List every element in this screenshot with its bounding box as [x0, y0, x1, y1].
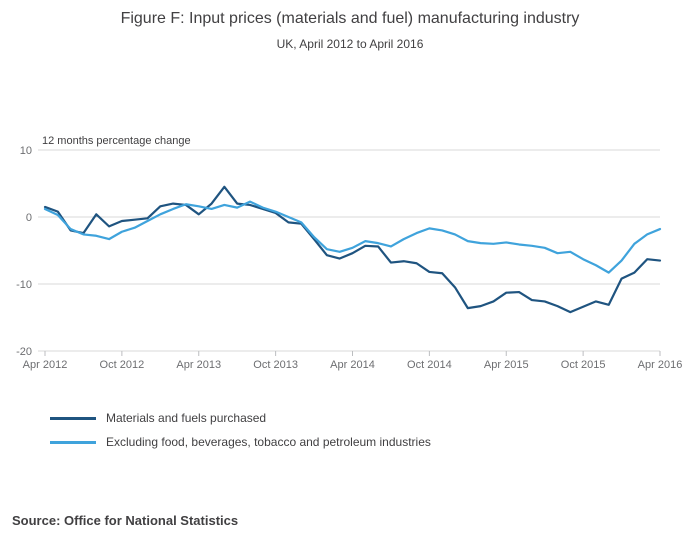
- legend-item-materials: Materials and fuels purchased: [50, 406, 431, 430]
- y-axis-unit-label: 12 months percentage change: [42, 135, 191, 147]
- svg-text:Apr 2014: Apr 2014: [330, 359, 375, 371]
- svg-text:Oct 2012: Oct 2012: [100, 359, 145, 371]
- svg-text:Apr 2012: Apr 2012: [23, 359, 68, 371]
- legend: Materials and fuels purchased Excluding …: [50, 406, 431, 454]
- chart-title: Figure F: Input prices (materials and fu…: [120, 10, 580, 27]
- legend-swatch-materials: [50, 416, 96, 420]
- svg-text:-10: -10: [16, 279, 32, 291]
- svg-text:10: 10: [20, 145, 32, 157]
- chart-subtitle: UK, April 2012 to April 2016: [276, 37, 424, 51]
- legend-swatch-excluding: [50, 440, 96, 444]
- source-note: Source: Office for National Statistics: [12, 513, 239, 528]
- svg-text:-20: -20: [16, 346, 32, 358]
- svg-text:Apr 2016: Apr 2016: [638, 359, 683, 371]
- svg-text:Oct 2014: Oct 2014: [407, 359, 452, 371]
- svg-text:Apr 2013: Apr 2013: [176, 359, 221, 371]
- legend-label-excluding: Excluding food, beverages, tobacco and p…: [106, 435, 431, 449]
- svg-text:Apr 2015: Apr 2015: [484, 359, 529, 371]
- legend-item-excluding: Excluding food, beverages, tobacco and p…: [50, 430, 431, 454]
- svg-text:Oct 2013: Oct 2013: [253, 359, 298, 371]
- svg-text:Oct 2015: Oct 2015: [561, 359, 606, 371]
- svg-text:0: 0: [26, 212, 32, 224]
- legend-label-materials: Materials and fuels purchased: [106, 411, 267, 425]
